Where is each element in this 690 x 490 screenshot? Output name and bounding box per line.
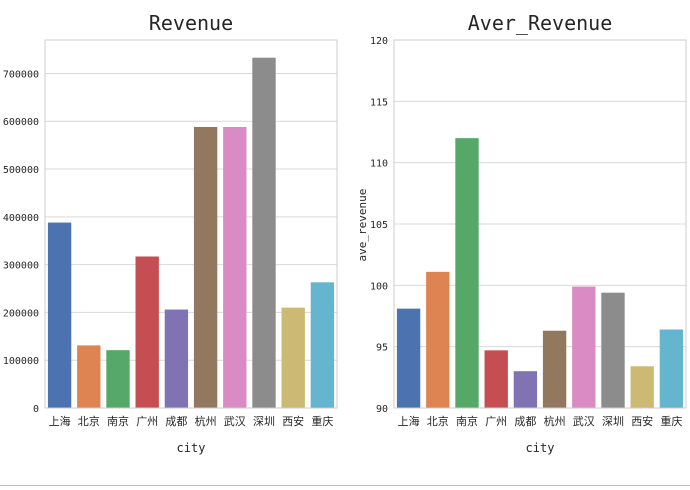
- aver-revenue-bar: [484, 350, 508, 408]
- aver-revenue-y-tick-label: 115: [370, 97, 388, 108]
- revenue-bar: [47, 222, 72, 408]
- revenue-plot-area: 0 100000 200000 300000 400000 500000 600000 700…: [3, 39, 338, 428]
- revenue-x-tick-label: 成都: [165, 415, 187, 428]
- revenue-bar: [252, 57, 276, 409]
- aver-revenue-y-tick-label: 90: [376, 404, 388, 415]
- revenue-y-tick-label: 600000: [3, 117, 39, 128]
- revenue-bar: [281, 307, 305, 408]
- aver-revenue-bar: [572, 286, 596, 408]
- aver-revenue-x-tick-label: 广州: [485, 415, 507, 428]
- revenue-x-tick-label: 南京: [107, 414, 129, 428]
- aver-revenue-bar: [426, 271, 450, 408]
- aver-revenue-x-tick-label: 重庆: [660, 414, 682, 428]
- revenue-y-tick-label: 300000: [3, 261, 39, 272]
- revenue-x-tick-label: 重庆: [311, 414, 333, 428]
- aver-revenue-y-tick-label: 110: [370, 159, 388, 170]
- aver-revenue-x-tick-label: 南京: [456, 414, 478, 428]
- aver-revenue-bar: [630, 366, 654, 408]
- revenue-bar: [77, 345, 101, 408]
- revenue-bar: [193, 126, 218, 409]
- bottom-divider: [0, 485, 690, 486]
- revenue-x-tick-label: 深圳: [253, 415, 275, 428]
- aver-revenue-bar: [455, 138, 479, 408]
- revenue-bar: [310, 282, 335, 408]
- revenue-x-tick-label: 北京: [78, 414, 100, 428]
- aver-revenue-x-tick-label: 深圳: [602, 415, 624, 428]
- revenue-y-tick-label: 400000: [3, 213, 39, 224]
- aver-revenue-y-tick-label: 120: [370, 36, 388, 47]
- revenue-bar: [135, 256, 159, 408]
- aver-revenue-bar: [601, 292, 625, 408]
- revenue-x-tick-label: 西安: [282, 414, 304, 428]
- revenue-plot-frame: [44, 39, 338, 409]
- aver-revenue-x-axis-label: city: [526, 441, 555, 455]
- revenue-x-tick-label: 广州: [136, 415, 158, 428]
- revenue-chart: Revenue 0 100000 200000 300000 400000 500000 6…: [3, 11, 338, 455]
- aver-revenue-bar: [659, 329, 684, 408]
- revenue-y-tick-label: 700000: [3, 69, 39, 80]
- revenue-bar: [223, 126, 247, 409]
- revenue-y-tick-label: 0: [33, 404, 39, 415]
- aver-revenue-plot-area: 90 95 100 105 110 115 120 上海 北京 南京 广州 成都 杭州 武汉 深圳 西安 重庆: [370, 36, 687, 428]
- revenue-y-tick-label: 500000: [3, 165, 39, 176]
- aver-revenue-y-tick-label: 105: [370, 220, 388, 231]
- revenue-y-tick-label: 100000: [3, 356, 39, 367]
- aver-revenue-y-tick-label: 100: [370, 281, 388, 292]
- revenue-x-tick-label: 上海: [49, 414, 71, 428]
- revenue-chart-title: Revenue: [149, 11, 233, 35]
- aver-revenue-x-tick-label: 上海: [398, 414, 420, 428]
- aver-revenue-chart: Aver_Revenue 90 95 100 105 110 115 120 上海 北京 南京 广州…: [356, 11, 687, 455]
- revenue-x-tick-label: 武汉: [224, 415, 246, 428]
- aver-revenue-bar: [542, 330, 567, 408]
- revenue-x-tick-label: 杭州: [195, 414, 217, 428]
- aver-revenue-x-tick-label: 北京: [427, 414, 449, 428]
- aver-revenue-chart-title: Aver_Revenue: [468, 11, 613, 35]
- aver-revenue-x-tick-label: 杭州: [544, 414, 566, 428]
- revenue-y-tick-label: 200000: [3, 308, 39, 319]
- aver-revenue-x-tick-label: 成都: [514, 415, 536, 428]
- aver-revenue-x-tick-label: 武汉: [573, 415, 595, 428]
- revenue-bar: [106, 350, 130, 408]
- revenue-bar: [164, 309, 189, 408]
- aver-revenue-y-tick-label: 95: [376, 343, 388, 354]
- aver-revenue-plot-frame: [393, 39, 687, 409]
- revenue-x-axis-label: city: [177, 441, 206, 455]
- aver-revenue-x-tick-label: 西安: [631, 414, 653, 428]
- aver-revenue-y-axis-label: ave_revenue: [356, 189, 369, 262]
- aver-revenue-bar: [513, 371, 538, 408]
- aver-revenue-bar: [396, 308, 421, 408]
